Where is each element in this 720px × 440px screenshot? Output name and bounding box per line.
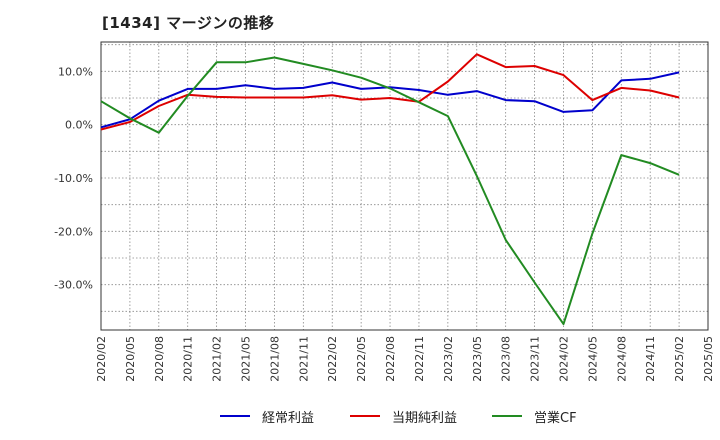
x-tick-label: 2021/08 xyxy=(268,336,281,382)
legend-item-recurring-profit: 経常利益 xyxy=(220,405,314,427)
legend-swatch-net-profit xyxy=(350,415,380,417)
x-tick-label: 2021/02 xyxy=(211,336,224,382)
x-tick-label: 2024/11 xyxy=(644,336,657,382)
x-tick-label: 2021/05 xyxy=(240,336,253,382)
x-tick-label: 2022/08 xyxy=(384,336,397,382)
x-tick-label: 2025/02 xyxy=(673,336,686,382)
x-tick-label: 2020/05 xyxy=(124,336,137,382)
legend-swatch-recurring-profit xyxy=(220,415,250,417)
legend-label-recurring-profit: 経常利益 xyxy=(262,410,315,426)
x-tick-label: 2021/11 xyxy=(297,336,310,382)
x-tick-label: 2022/05 xyxy=(355,336,368,382)
x-tick-label: 2025/05 xyxy=(702,336,715,382)
x-tick-label: 2020/11 xyxy=(182,336,195,382)
y-tick-label: 0.0% xyxy=(65,119,93,132)
x-tick-label: 2020/08 xyxy=(153,336,166,382)
y-axis-labels: 10.0% 0.0% -10.0% -20.0% -30.0% xyxy=(54,65,93,291)
x-tick-label: 2022/11 xyxy=(413,336,426,382)
x-tick-label: 2024/08 xyxy=(615,336,628,382)
x-tick-label: 2022/02 xyxy=(326,336,339,382)
legend-label-operating-cf: 営業CF xyxy=(534,410,577,426)
y-tick-label: -20.0% xyxy=(54,225,93,238)
legend-swatch-operating-cf xyxy=(492,415,522,417)
y-tick-label: -10.0% xyxy=(54,172,93,185)
legend: 経常利益 当期純利益 営業CF xyxy=(0,405,720,427)
chart-title: [1434] マージンの推移 xyxy=(102,14,275,32)
legend-label-net-profit: 当期純利益 xyxy=(392,410,458,426)
x-tick-label: 2023/02 xyxy=(442,336,455,382)
legend-item-operating-cf: 営業CF xyxy=(492,405,577,427)
x-tick-label: 2020/02 xyxy=(95,336,108,382)
x-tick-label: 2023/05 xyxy=(471,336,484,382)
grid-lines xyxy=(101,42,708,330)
x-tick-label: 2024/05 xyxy=(586,336,599,382)
y-tick-label: -30.0% xyxy=(54,279,93,292)
x-tick-label: 2023/08 xyxy=(500,336,513,382)
series-line-1 xyxy=(100,53,680,131)
y-tick-label: 10.0% xyxy=(58,65,93,78)
series-lines xyxy=(100,53,680,326)
legend-item-net-profit: 当期純利益 xyxy=(350,405,457,427)
series-line-0 xyxy=(100,71,680,129)
plot-area-frame xyxy=(100,41,709,331)
x-tick-label: 2024/02 xyxy=(557,336,570,382)
x-axis-labels: 2020/02 2020/05 2020/08 2020/11 2021/02 2021/… xyxy=(95,336,715,382)
series-line-2 xyxy=(100,56,680,326)
x-tick-label: 2023/11 xyxy=(529,336,542,382)
